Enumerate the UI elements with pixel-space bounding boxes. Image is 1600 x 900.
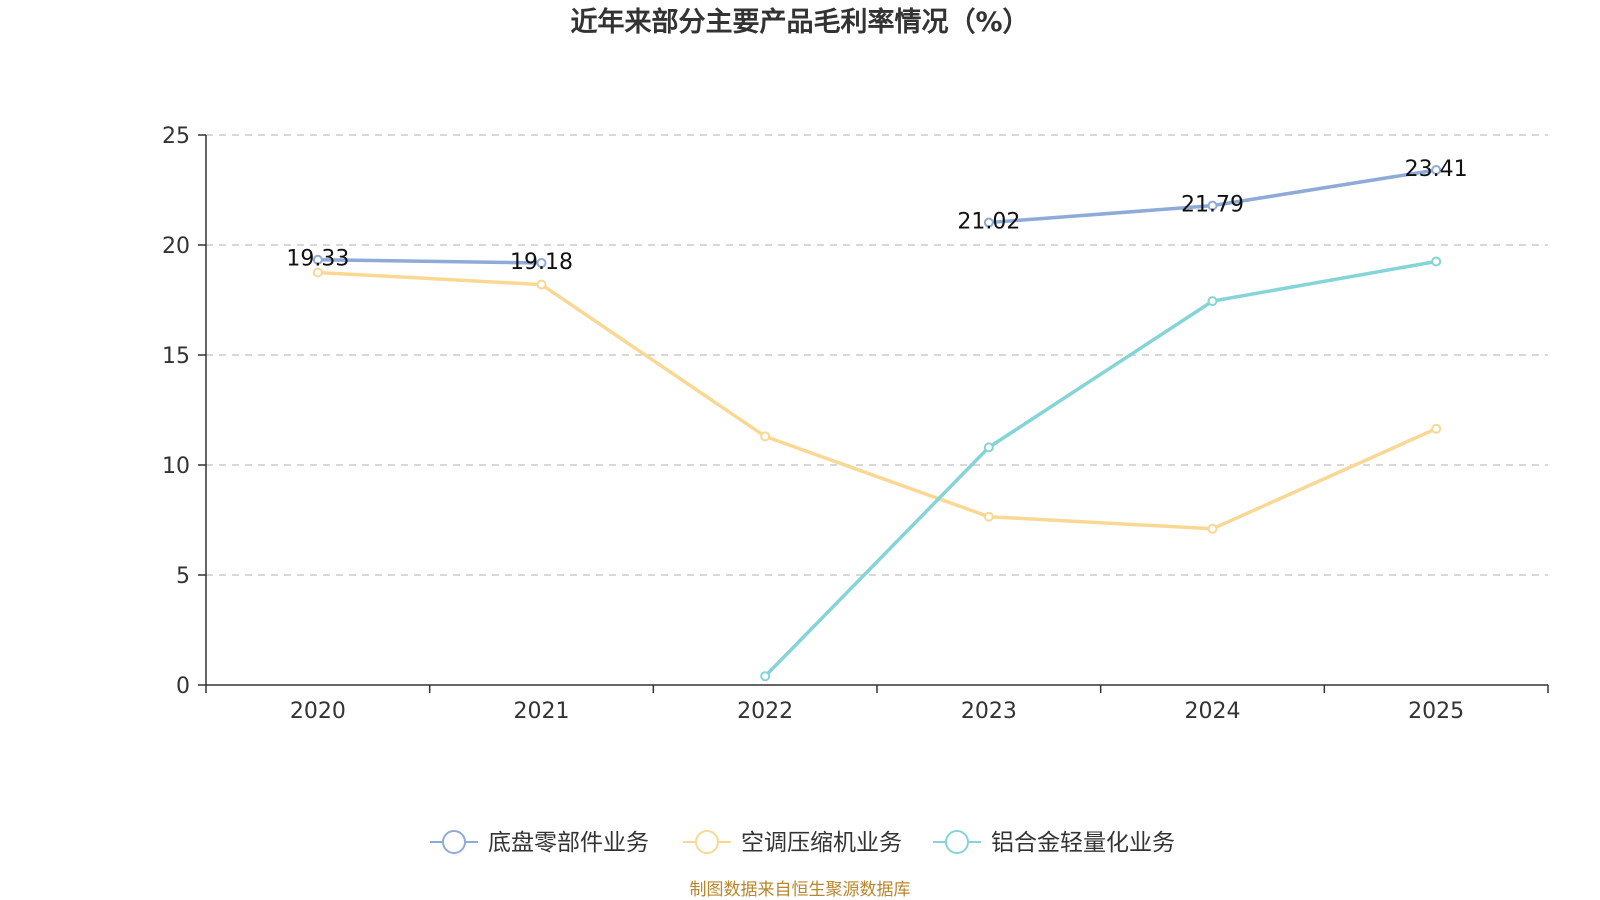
y-tick-label: 25	[162, 124, 190, 149]
series-lines	[312, 164, 1442, 682]
data-label: 19.18	[510, 250, 573, 275]
legend-marker	[442, 830, 466, 854]
legend-item-3[interactable]: 铝合金轻量化业务	[933, 830, 1175, 856]
y-tick-label: 20	[162, 234, 190, 259]
x-tick-label: 2024	[1185, 699, 1241, 724]
y-tick-label: 0	[176, 674, 190, 699]
legend-marker	[695, 830, 719, 854]
series-line-3	[763, 259, 1438, 678]
data-label: 21.02	[957, 210, 1020, 235]
data-point-1-2020	[312, 254, 323, 265]
series-1	[312, 164, 1442, 269]
data-point-3-2024	[1207, 296, 1218, 307]
gridlines	[206, 134, 1548, 576]
legend-label: 铝合金轻量化业务	[991, 830, 1175, 856]
data-point-1-2025	[1431, 164, 1442, 175]
data-point-2-2020	[312, 267, 323, 278]
legend-item-2[interactable]: 空调压缩机业务	[683, 830, 902, 856]
data-point-1-2023	[983, 217, 994, 228]
data-labels: 19.33 19.18 21.02 21.79 23.41	[286, 157, 1467, 275]
x-tick-label: 2025	[1408, 699, 1464, 724]
data-label: 23.41	[1405, 157, 1468, 182]
legend-label: 空调压缩机业务	[741, 830, 902, 856]
data-point-2-2021	[536, 279, 547, 290]
data-point-3-2025	[1431, 256, 1442, 267]
series-line-1	[316, 257, 544, 265]
data-label: 21.79	[1181, 193, 1244, 218]
x-tick-label: 2022	[737, 699, 793, 724]
source-note: 制图数据来自恒生聚源数据库	[690, 880, 911, 900]
data-point-3-2023	[983, 442, 994, 453]
y-tick-label: 15	[162, 344, 190, 369]
y-tick-label: 10	[162, 454, 190, 479]
data-point-1-2024	[1207, 200, 1218, 211]
chart-title: 近年来部分主要产品毛利率情况（%）	[570, 6, 1029, 38]
data-point-2-2024	[1207, 523, 1218, 534]
legend: 底盘零部件业务 空调压缩机业务 铝合金轻量化业务	[430, 830, 1175, 856]
series-3	[760, 256, 1442, 682]
data-point-2-2025	[1431, 423, 1442, 434]
legend-label: 底盘零部件业务	[488, 830, 649, 856]
data-label: 19.33	[286, 247, 349, 272]
data-point-1-2021	[536, 258, 547, 269]
series-line-2	[316, 270, 1438, 531]
legend-item-1[interactable]: 底盘零部件业务	[430, 830, 649, 856]
x-tick-label: 2020	[290, 699, 346, 724]
y-tick-label: 5	[176, 564, 190, 589]
legend-marker	[945, 830, 969, 854]
data-point-2-2022	[760, 431, 771, 442]
x-tick-label: 2023	[961, 699, 1017, 724]
data-point-3-2022	[760, 671, 771, 682]
series-2	[312, 267, 1442, 534]
x-tick-label: 2021	[514, 699, 570, 724]
data-point-2-2023	[983, 511, 994, 522]
